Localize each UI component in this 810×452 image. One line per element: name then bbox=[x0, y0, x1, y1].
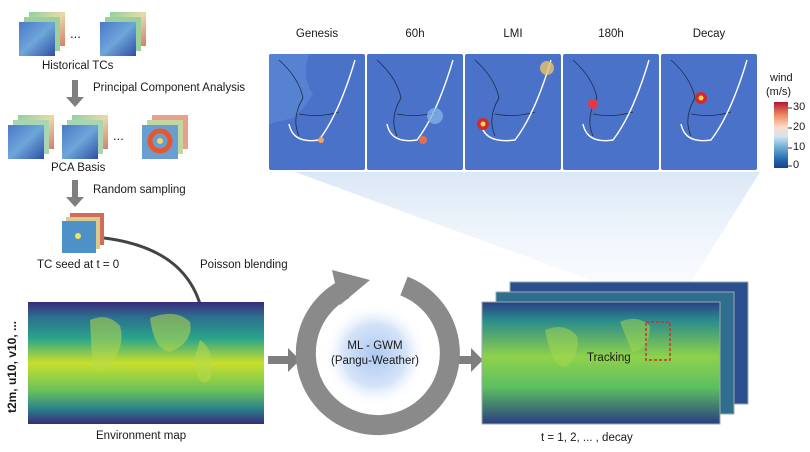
colorbar-tick-10: 10 bbox=[793, 141, 806, 153]
pipeline-arrows bbox=[66, 80, 84, 207]
model-name: ML - GWM bbox=[347, 340, 403, 352]
pca-basis-label: PCA Basis bbox=[51, 162, 106, 174]
tracking-label: Tracking bbox=[587, 352, 631, 364]
env-map-caption: Environment map bbox=[96, 430, 187, 442]
stage-title-decay: Decay bbox=[692, 28, 726, 40]
output-caption: t = 1, 2, ... , decay bbox=[541, 432, 633, 444]
sampling-step-label: Random sampling bbox=[93, 184, 186, 196]
panel-genesis bbox=[269, 54, 365, 170]
stage-title-lmi: LMI bbox=[503, 28, 523, 40]
blending-step-label: Poisson blending bbox=[200, 259, 288, 271]
tc-seed-thumbnail bbox=[62, 213, 104, 253]
stage-title-genesis: Genesis bbox=[295, 28, 339, 40]
colorbar-title-unit: (m/s) bbox=[766, 86, 792, 98]
colorbar-title-wind: wind bbox=[770, 72, 793, 84]
cycle-arrow bbox=[295, 276, 460, 436]
environment-map bbox=[28, 302, 264, 424]
panel-180h bbox=[563, 54, 659, 170]
stage-title-60h: 60h bbox=[405, 28, 425, 40]
pca-ellipsis: ... bbox=[113, 128, 124, 143]
colorbar-tick-0: 0 bbox=[793, 159, 800, 171]
env-vars-label: t2m, u10, v10, ... bbox=[5, 320, 19, 414]
panel-decay bbox=[661, 54, 757, 170]
model-subname: (Pangu-Weather) bbox=[331, 355, 419, 367]
panel-lmi bbox=[465, 54, 561, 170]
colorbar-tick-20: 20 bbox=[793, 121, 806, 133]
historical-ellipsis: ... bbox=[70, 26, 81, 41]
historical-tcs-label: Historical TCs bbox=[42, 60, 114, 72]
colorbar-tick-30: 30 bbox=[793, 101, 806, 113]
tracking-box bbox=[645, 321, 671, 361]
stage-title-180h: 180h bbox=[598, 28, 624, 40]
pca-step-label: Principal Component Analysis bbox=[93, 82, 246, 94]
projection-cone bbox=[295, 172, 760, 300]
panel-60h bbox=[367, 54, 463, 170]
model-glow bbox=[323, 303, 427, 407]
pca-basis-thumbnails bbox=[8, 115, 188, 159]
flow-arrows bbox=[268, 348, 483, 372]
tc-seed-label: TC seed at t = 0 bbox=[37, 259, 120, 271]
output-stack bbox=[481, 281, 749, 425]
historical-tc-thumbnails bbox=[19, 12, 146, 56]
wind-colorbar bbox=[774, 102, 788, 168]
